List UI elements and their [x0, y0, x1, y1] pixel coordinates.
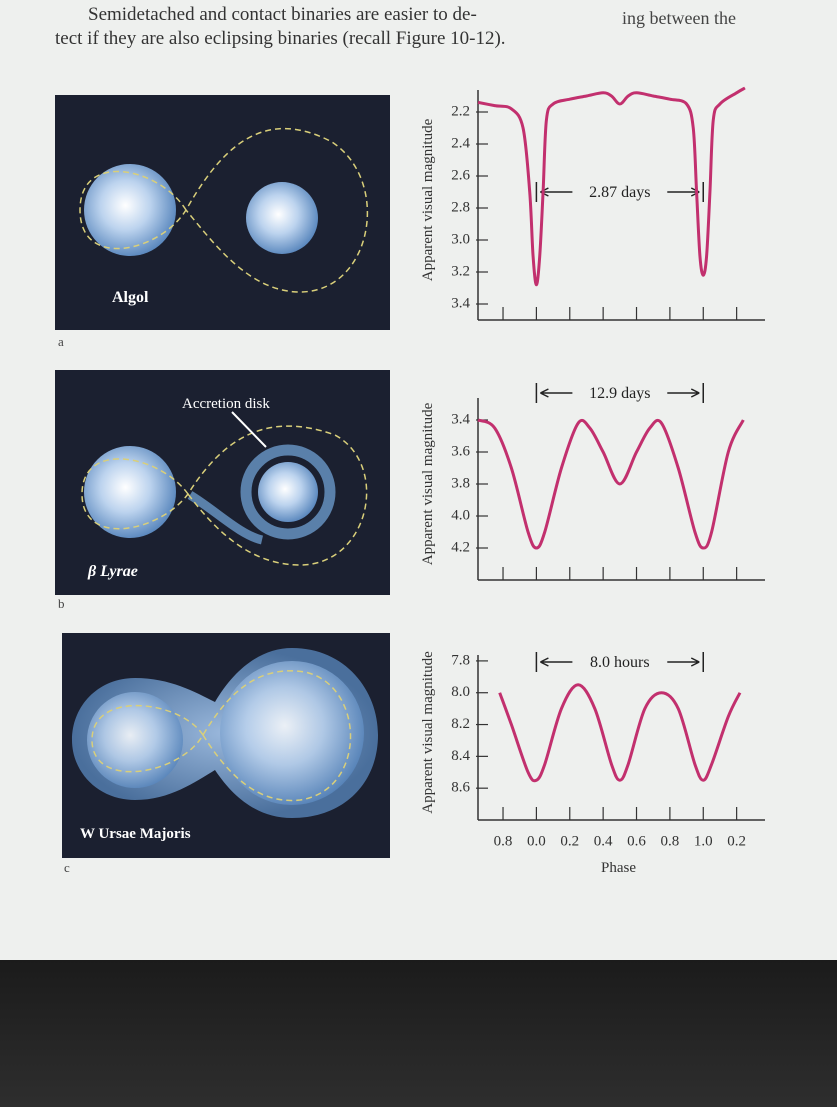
- star: [87, 692, 183, 788]
- body-text: ing between the: [622, 8, 736, 28]
- x-tick-label: 0.2: [560, 833, 579, 849]
- x-tick-label: 0.8: [494, 833, 513, 849]
- y-tick-label: 2.6: [451, 167, 470, 183]
- y-axis-label: Apparent visual magnitude: [420, 651, 436, 814]
- page: Semidetached and contact binaries are ea…: [0, 0, 837, 1107]
- star: [258, 462, 318, 522]
- x-tick-label: 1.0: [694, 833, 713, 849]
- y-tick-label: 4.0: [451, 507, 470, 523]
- y-tick-label: 4.2: [451, 539, 470, 555]
- x-tick-label: 0.0: [527, 833, 546, 849]
- panel-a: Algol a: [55, 95, 390, 349]
- y-tick-label: 7.8: [451, 652, 470, 668]
- panel-b: Accretion disk β Lyrae b: [55, 370, 390, 611]
- star-label: W Ursae Majoris: [80, 826, 191, 842]
- y-tick-label: 3.8: [451, 475, 470, 491]
- star: [84, 164, 176, 256]
- annotation: 12.9 days: [589, 385, 650, 402]
- y-tick-label: 2.8: [451, 199, 470, 215]
- panel-letter: a: [58, 334, 64, 349]
- x-tick-label: 0.8: [661, 833, 680, 849]
- y-tick-label: 3.4: [451, 295, 470, 311]
- x-axis-label: Phase: [601, 860, 636, 876]
- star-label: Algol: [112, 289, 149, 306]
- annotation: 8.0 hours: [590, 654, 650, 671]
- body-text: tect if they are also eclipsing binaries…: [55, 28, 506, 49]
- y-tick-label: 2.4: [451, 135, 470, 151]
- y-axis-label: Apparent visual magnitude: [420, 118, 436, 281]
- y-tick-label: 8.4: [451, 748, 470, 764]
- panel-c: W Ursae Majoris c: [62, 633, 390, 875]
- y-tick-label: 8.2: [451, 716, 470, 732]
- panel-letter: b: [58, 596, 65, 611]
- y-tick-label: 3.6: [451, 443, 470, 459]
- panel-letter: c: [64, 860, 70, 875]
- star-label: β Lyrae: [87, 563, 138, 580]
- y-tick-label: 8.6: [451, 780, 470, 796]
- star: [220, 661, 364, 805]
- x-tick-label: 0.4: [594, 833, 613, 849]
- x-tick-label: 0.6: [627, 833, 646, 849]
- star: [246, 182, 318, 254]
- x-tick-label: 0.2: [727, 833, 746, 849]
- y-tick-label: 2.2: [451, 103, 470, 119]
- table-surface: [0, 960, 837, 1107]
- y-tick-label: 8.0: [451, 684, 470, 700]
- y-tick-label: 3.4: [451, 411, 470, 427]
- body-text: Semidetached and contact binaries are ea…: [88, 4, 477, 25]
- callout: Accretion disk: [182, 396, 270, 412]
- annotation: 2.87 days: [589, 184, 650, 201]
- y-axis-label: Apparent visual magnitude: [420, 402, 436, 565]
- y-tick-label: 3.2: [451, 263, 470, 279]
- y-tick-label: 3.0: [451, 231, 470, 247]
